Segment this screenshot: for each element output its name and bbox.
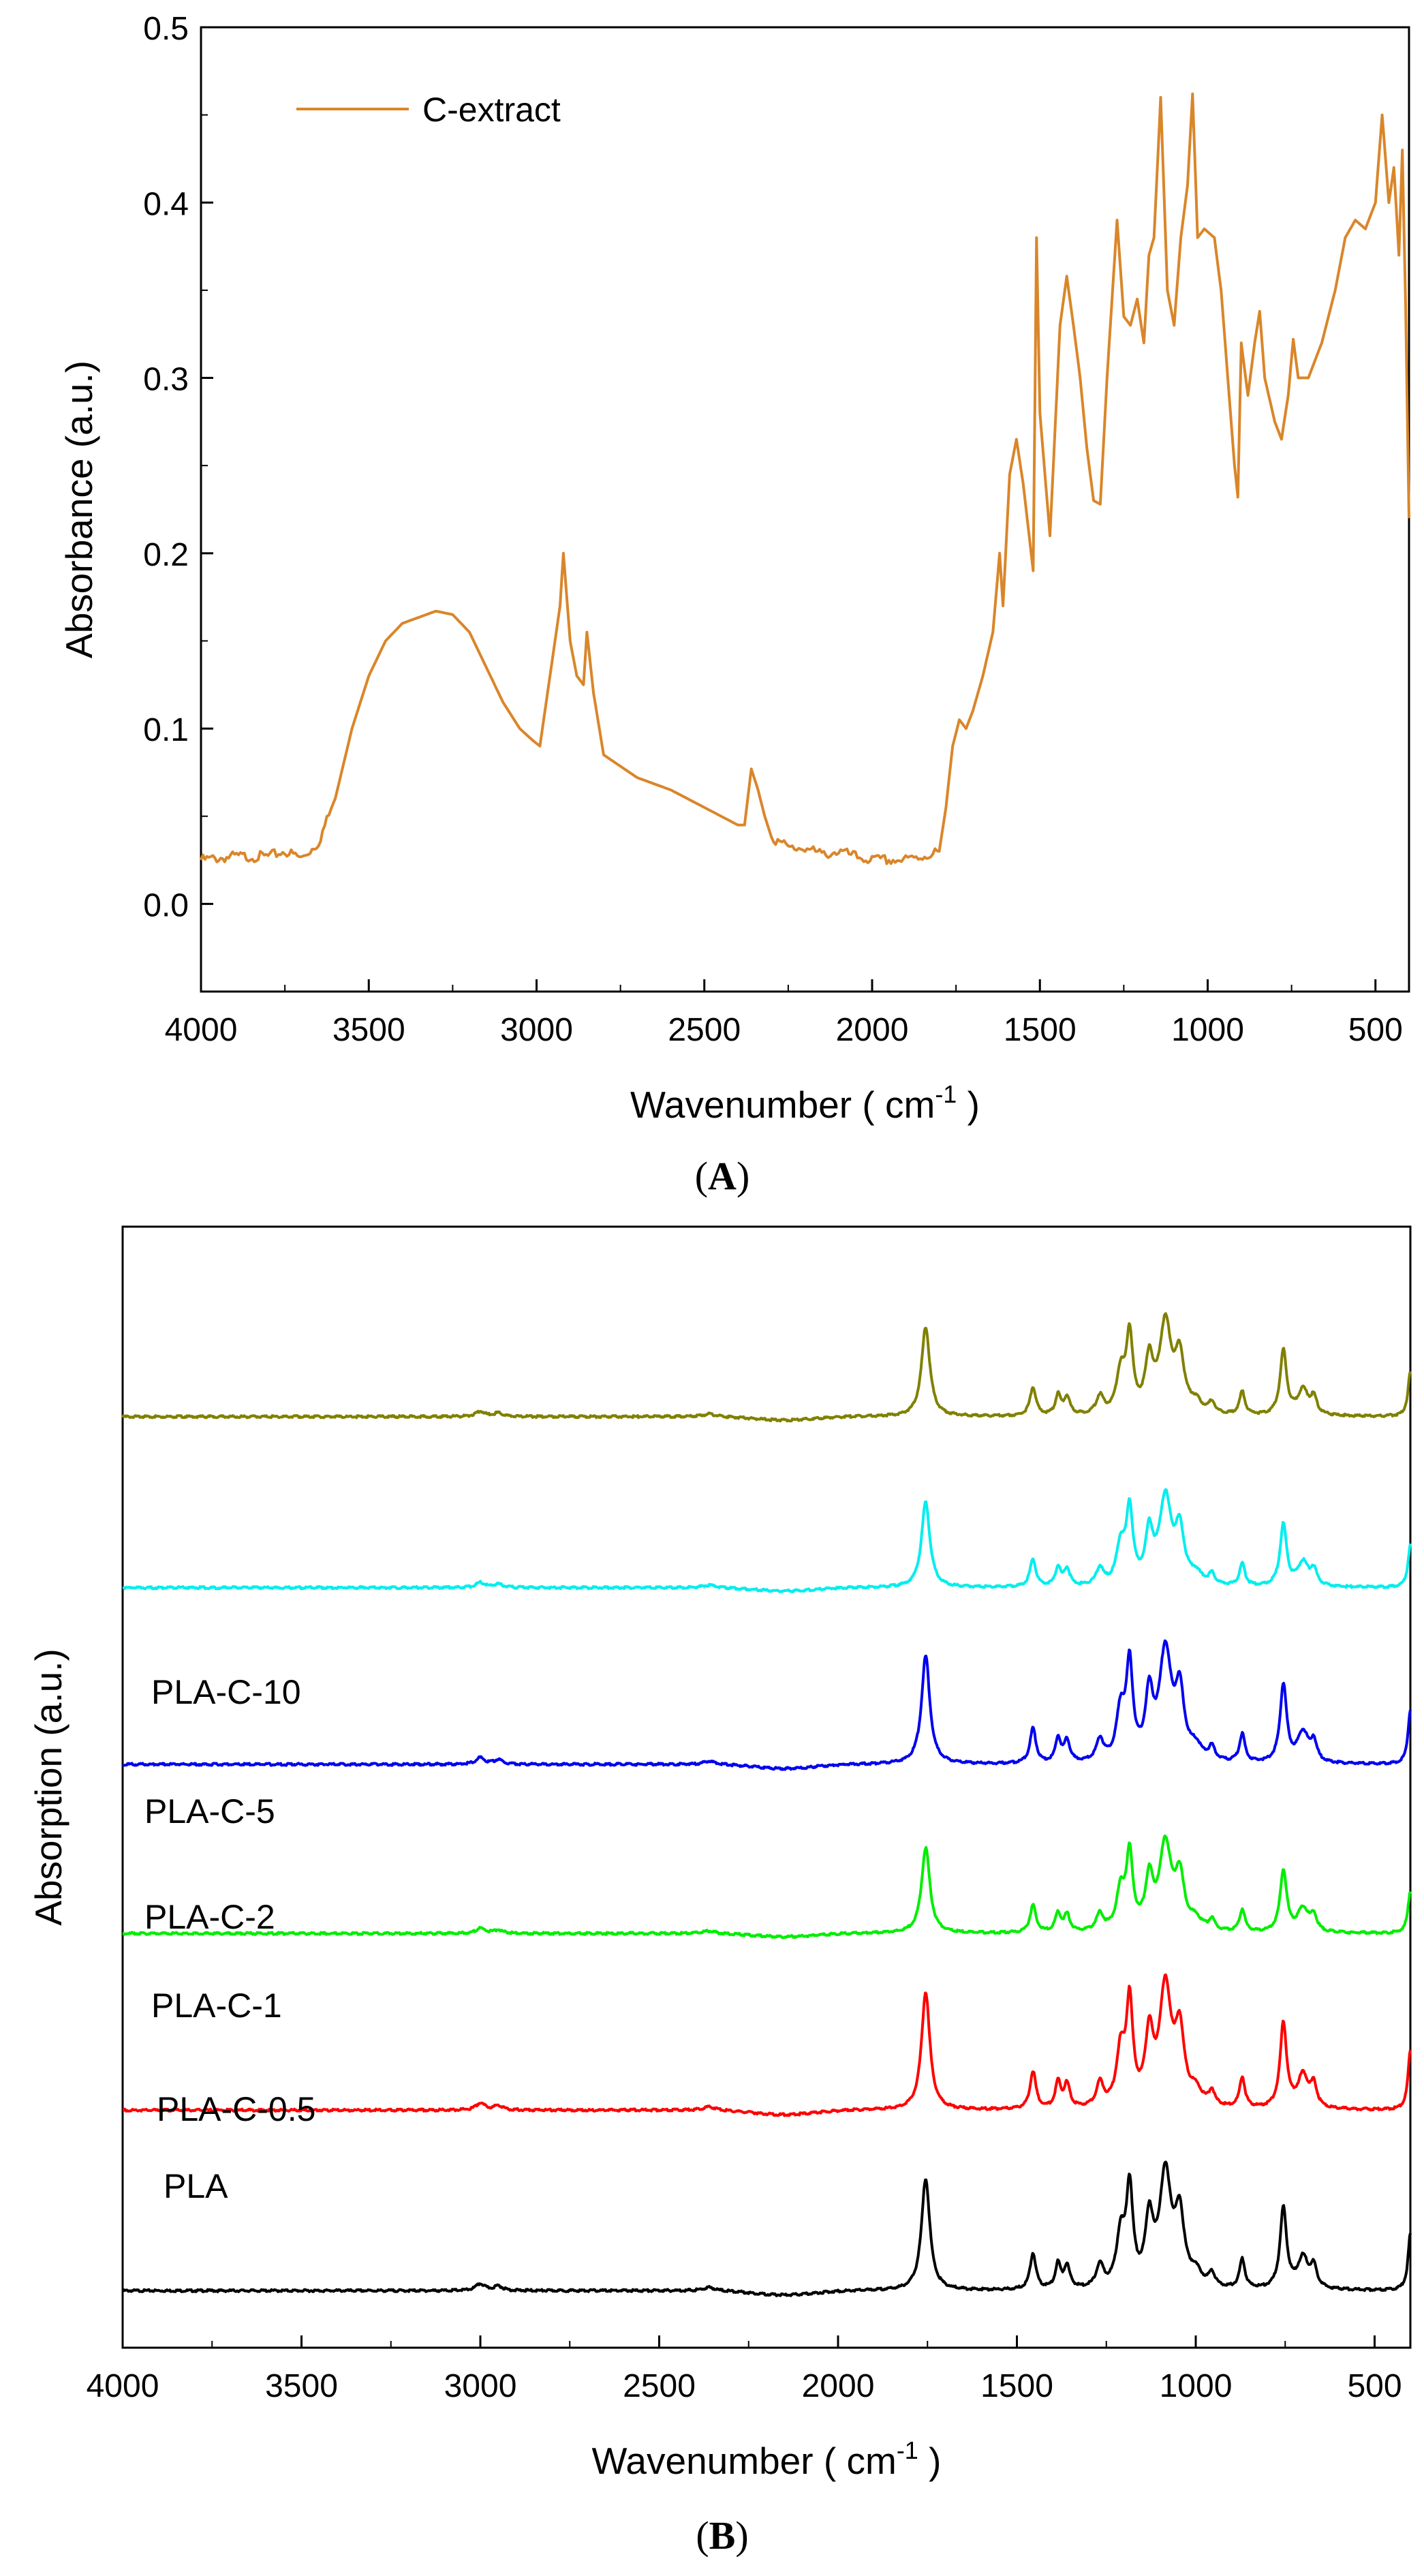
x-tick-label-3500: 3500 <box>265 2368 338 2404</box>
series-line-pla-c-2 <box>121 1639 1412 1771</box>
panel-b-caption: (B) <box>696 2513 748 2558</box>
panel-b-caption-paren-close: ) <box>735 2513 748 2558</box>
panel-a-y-ticks: 0.0 0.1 0.2 0.3 0.4 0.5 <box>143 11 213 923</box>
x-tick-label-500: 500 <box>1348 1012 1403 1048</box>
x-axis-label-paren-open: ( <box>852 1084 885 1126</box>
x-tick-label-1500: 1500 <box>1004 1012 1077 1048</box>
panel-b-caption-paren-open: ( <box>696 2513 709 2558</box>
panel-b-x-axis-label: Wavenumber ( cm-1 ) <box>592 2436 942 2482</box>
x-tick-label-2000: 2000 <box>836 1012 909 1048</box>
x-tick-label-4000: 4000 <box>165 1012 238 1048</box>
x-tick-label-2500: 2500 <box>623 2368 696 2404</box>
x-axis-unit-exponent: -1 <box>897 2436 918 2464</box>
x-tick-label-1000: 1000 <box>1171 1012 1244 1048</box>
panel-a-caption-paren-close: ) <box>737 1154 749 1198</box>
series-line-pla <box>121 2160 1412 2297</box>
panel-b-y-axis-label: Absorption (a.u.) <box>27 1649 69 1926</box>
x-tick-label-3000: 3000 <box>444 2368 517 2404</box>
series-line-c-extract <box>200 92 1410 865</box>
y-tick-label-0-2: 0.2 <box>143 537 189 573</box>
panel-a-plot-frame <box>200 26 1410 993</box>
panel-a-x-ticks: 4000 3500 3000 2500 2000 1500 1000 500 <box>165 979 1403 1048</box>
panel-b-series <box>121 1312 1412 2297</box>
x-axis-label-word: Wavenumber <box>592 2440 814 2482</box>
panel-a-y-axis-label: Absorbance (a.u.) <box>58 361 100 658</box>
x-tick-label-4000: 4000 <box>87 2368 159 2404</box>
x-tick-label-1000: 1000 <box>1160 2368 1233 2404</box>
x-axis-unit: cm <box>885 1084 935 1126</box>
y-tick-label-0-1: 0.1 <box>143 712 189 748</box>
series-label-pla-c-0-5: PLA-C-0.5 <box>157 2090 315 2128</box>
series-label-pla-c-1: PLA-C-1 <box>151 1987 282 2025</box>
panel-b-plot-frame <box>121 1225 1412 2349</box>
series-label-pla-c-5: PLA-C-5 <box>144 1792 275 1830</box>
legend-label-c-extract: C-extract <box>422 91 561 129</box>
y-tick-label-0-5: 0.5 <box>143 11 189 47</box>
x-tick-label-3500: 3500 <box>332 1012 405 1048</box>
x-tick-label-2500: 2500 <box>668 1012 741 1048</box>
panel-b-caption-letter: B <box>709 2513 736 2558</box>
series-label-pla-c-2: PLA-C-2 <box>144 1898 275 1936</box>
x-axis-label-paren-close: ) <box>957 1084 980 1126</box>
x-axis-label-paren-close: ) <box>918 2440 942 2482</box>
x-axis-unit: cm <box>846 2440 896 2482</box>
x-axis-label-word: Wavenumber <box>630 1084 852 1126</box>
panel-a-legend: C-extract <box>296 91 561 129</box>
panel-b: 4000 3500 3000 2500 2000 1500 1000 500 PLA PLA-C… <box>27 1225 1412 2558</box>
series-line-pla-c-10 <box>121 1312 1412 1423</box>
x-tick-label-500: 500 <box>1347 2368 1402 2404</box>
x-tick-label-2000: 2000 <box>802 2368 875 2404</box>
panel-a-caption-letter: A <box>708 1154 737 1198</box>
panel-a-caption-paren-open: ( <box>695 1154 708 1198</box>
x-tick-label-3000: 3000 <box>500 1012 573 1048</box>
panel-a-x-axis-label: Wavenumber ( cm-1 ) <box>630 1080 980 1126</box>
panel-a-caption: (A) <box>695 1154 750 1198</box>
panel-b-series-labels: PLA PLA-C-0.5 PLA-C-1 PLA-C-2 PLA-C-5 PLA-C-1… <box>144 1673 315 2205</box>
x-axis-label-paren-open: ( <box>814 2440 847 2482</box>
series-label-pla-c-10: PLA-C-10 <box>151 1673 301 1711</box>
panel-a-series <box>200 92 1410 865</box>
y-tick-label-0-3: 0.3 <box>143 362 189 398</box>
series-line-pla-c-1 <box>122 1835 1412 1939</box>
series-line-pla-c-0-5 <box>122 1973 1412 2117</box>
y-tick-label-0-4: 0.4 <box>143 186 189 222</box>
series-line-pla-c-5 <box>122 1488 1412 1593</box>
panel-a: 0.0 0.1 0.2 0.3 0.4 0.5 4000 3500 3000 2500 2000 1… <box>58 11 1410 1198</box>
x-axis-unit-exponent: -1 <box>935 1080 957 1108</box>
series-label-pla: PLA <box>164 2167 228 2205</box>
y-tick-label-0-0: 0.0 <box>143 887 189 923</box>
panel-b-x-ticks: 4000 3500 3000 2500 2000 1500 1000 500 <box>87 2335 1402 2404</box>
x-tick-label-1500: 1500 <box>980 2368 1053 2404</box>
